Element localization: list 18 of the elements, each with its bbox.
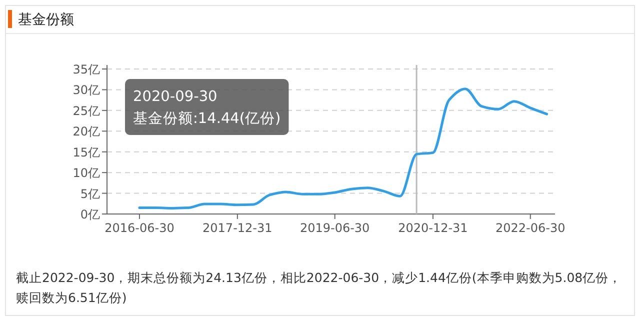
annotation: 基金份额:14.44(亿份) <box>133 110 281 127</box>
y-tick-label: 35亿 <box>72 62 100 76</box>
x-tick-label: 2020-12-31 <box>398 221 468 235</box>
x-tick-label: 2016-06-30 <box>104 221 174 235</box>
annotation: 2020-09-30 <box>133 89 218 105</box>
x-tick-label: 2022-06-30 <box>496 221 566 235</box>
text: 截止2022-09-30，期末总份额为24.13亿份，相比2022-06-30，减少1.44亿份(本季申购数为5.08亿份，赎回数为6.51亿份) <box>16 270 622 305</box>
y-tick-label: 25亿 <box>72 104 100 118</box>
title: 基金份额 <box>18 12 74 28</box>
tooltip: 2020-09-30 基金份额:14.44(亿份) <box>125 79 289 135</box>
y-tick-label: 20亿 <box>72 124 100 139</box>
x-tick-label: 2019-06-30 <box>300 221 370 235</box>
x-tick-label: 2017-12-31 <box>202 221 272 235</box>
y-tick-label: 15亿 <box>72 145 100 160</box>
y-tick-label: 0亿 <box>80 208 100 222</box>
y-tick-label: 30亿 <box>72 83 100 98</box>
y-tick-label: 10亿 <box>72 166 100 180</box>
y-tick-label: 5亿 <box>80 186 100 201</box>
